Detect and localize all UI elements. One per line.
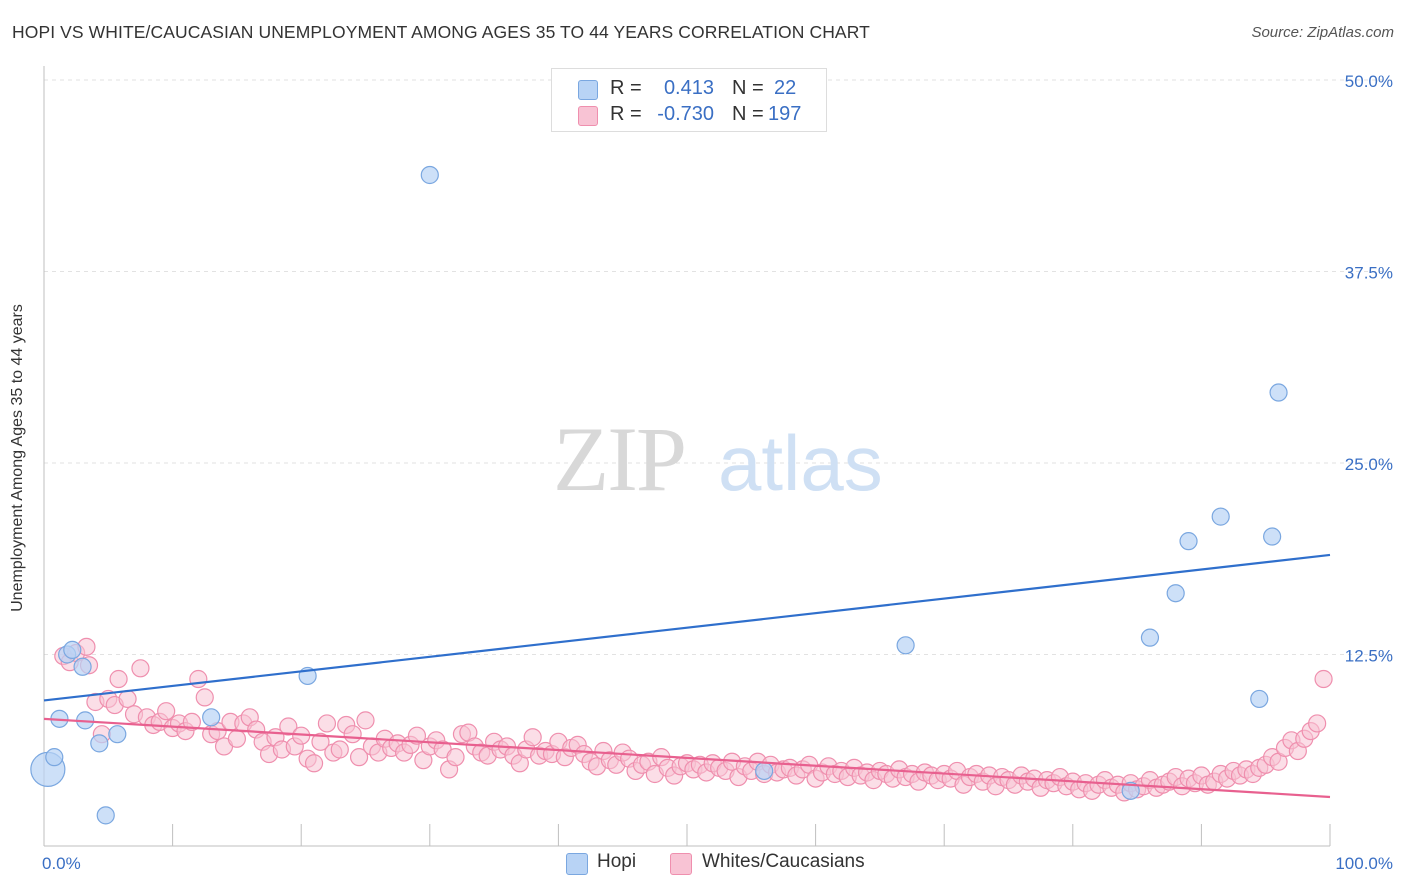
axes xyxy=(43,66,1331,847)
whites-point xyxy=(407,726,427,745)
legend-r-value: -0.730 xyxy=(657,103,714,125)
whites-point xyxy=(227,729,246,748)
whites-swatch xyxy=(670,853,692,875)
whites-point xyxy=(182,712,201,732)
hopi-point xyxy=(1250,689,1269,709)
y-tick-label: 12.5% xyxy=(1345,647,1393,666)
legend-r-label: R = xyxy=(610,77,642,99)
y-tick-label: 37.5% xyxy=(1345,264,1393,283)
hopi-point xyxy=(108,725,127,744)
hopi-point xyxy=(1179,532,1198,551)
whites-point xyxy=(279,717,298,736)
whites-point xyxy=(195,688,214,707)
hopi-trend-line xyxy=(43,553,1331,702)
whites-trend-line xyxy=(43,717,1331,799)
watermark-zip: ZIP xyxy=(553,408,685,510)
whites-point xyxy=(304,754,324,773)
hopi-swatch xyxy=(566,853,588,875)
hopi-point xyxy=(90,734,109,753)
hopi-swatch xyxy=(578,80,598,100)
whites-point xyxy=(311,732,330,751)
whites-point xyxy=(118,689,137,709)
hopi-point xyxy=(1121,781,1140,800)
legend-n-value: 197 xyxy=(768,103,802,125)
x-tick-label: 0.0% xyxy=(42,854,81,873)
legend-n-value: 22 xyxy=(774,77,797,99)
hopi-point xyxy=(1140,628,1160,647)
whites-point xyxy=(446,748,465,767)
hopi-point xyxy=(896,636,915,655)
whites-point xyxy=(343,725,362,744)
y-axis-label: Unemployment Among Ages 35 to 44 years xyxy=(9,304,26,612)
whites-point xyxy=(330,740,349,759)
whites-point xyxy=(523,728,542,747)
hopi-legend-label: Hopi xyxy=(597,851,637,872)
correlation-legend: R = 0.413 N = 22 R = -0.730 N = 197 xyxy=(551,68,827,132)
whites-swatch xyxy=(578,106,598,126)
watermark: ZIP atlas xyxy=(553,408,883,510)
y-tick-labels: 12.5% 25.0% 37.5% 50.0% xyxy=(1345,72,1393,666)
legend-n-label: N = xyxy=(732,77,764,99)
hopi-point xyxy=(1269,383,1288,402)
hopi-point xyxy=(755,761,774,781)
hopi-point xyxy=(63,640,82,660)
hopi-point xyxy=(73,657,92,676)
hopi-point xyxy=(1166,584,1185,603)
watermark-atlas: atlas xyxy=(718,419,883,507)
whites-point xyxy=(131,659,150,678)
trend-lines xyxy=(43,553,1331,799)
hopi-point xyxy=(1211,507,1230,526)
grid-lines xyxy=(44,79,1393,655)
chart-title: HOPI VS WHITE/CAUCASIAN UNEMPLOYMENT AMO… xyxy=(12,22,870,42)
legend-r-value: 0.413 xyxy=(663,77,714,99)
y-tick-label: 50.0% xyxy=(1345,72,1393,91)
legend-n-label: N = xyxy=(732,103,764,125)
whites-legend-label: Whites/Caucasians xyxy=(702,851,865,872)
hopi-point xyxy=(420,165,439,185)
whites-point xyxy=(317,714,337,733)
hopi-point xyxy=(96,806,115,825)
x-tick-labels: 0.0% 100.0% xyxy=(42,854,1393,873)
whites-point xyxy=(189,669,208,689)
whites-point xyxy=(1314,669,1333,689)
x-tick-label: 100.0% xyxy=(1335,854,1393,873)
series-whites-points xyxy=(54,637,1333,802)
hopi-point xyxy=(1263,527,1282,546)
series-hopi-points xyxy=(30,165,1288,825)
source-label: Source: ZipAtlas.com xyxy=(1251,24,1394,41)
legend-r-label: R = xyxy=(610,103,642,125)
whites-point xyxy=(349,748,369,767)
whites-point xyxy=(157,702,176,721)
whites-point xyxy=(109,669,128,689)
hopi-point xyxy=(202,708,221,727)
whites-point xyxy=(1308,714,1327,733)
whites-point xyxy=(356,711,375,730)
y-tick-label: 25.0% xyxy=(1345,455,1393,474)
hopi-point xyxy=(45,748,64,767)
